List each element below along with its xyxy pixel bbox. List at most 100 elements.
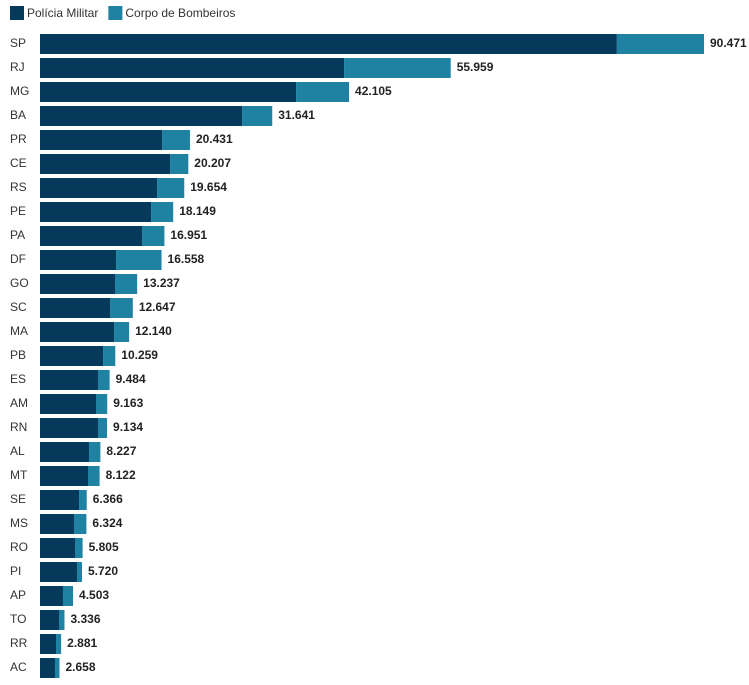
category-label: SE (10, 492, 26, 506)
category-label: SP (10, 36, 26, 50)
category-label: CE (10, 156, 27, 170)
bar-segment (40, 298, 111, 318)
category-label: MT (10, 468, 28, 482)
bar-segment (296, 82, 350, 102)
category-label: RJ (10, 60, 25, 74)
category-label: DF (10, 252, 26, 266)
total-label: 9.484 (116, 372, 146, 386)
bar-segment (344, 58, 451, 78)
bar-segment (40, 154, 171, 174)
legend-label: Polícia Militar (27, 6, 98, 20)
bar-segment (59, 610, 65, 630)
bar-segment (40, 130, 163, 150)
bar-segment (40, 658, 55, 678)
bar-segment (40, 58, 345, 78)
category-label: AC (10, 660, 27, 674)
bar-segment (97, 418, 108, 438)
bar-segment (40, 610, 60, 630)
total-label: 18.149 (179, 204, 216, 218)
total-label: 5.805 (89, 540, 119, 554)
total-label: 12.140 (135, 324, 172, 338)
category-label: GO (10, 276, 29, 290)
bar-segment (40, 442, 90, 462)
category-label: RO (10, 540, 28, 554)
bar-segment (170, 154, 189, 174)
bar-segment (114, 322, 130, 342)
bar-segment (55, 634, 62, 654)
category-label: BA (10, 108, 26, 122)
bar-segment (73, 514, 87, 534)
bar-segment (40, 466, 88, 486)
bar-segment (40, 274, 116, 294)
bar-segment (40, 106, 243, 126)
total-label: 90.471 (710, 36, 747, 50)
total-label: 4.503 (79, 588, 109, 602)
total-label: 42.105 (355, 84, 392, 98)
bar-segment (151, 202, 174, 222)
category-label: PA (10, 228, 25, 242)
bar-segment (87, 466, 100, 486)
bar-segment (40, 586, 63, 606)
bar-segment (76, 562, 82, 582)
bar-segment (79, 490, 87, 510)
total-label: 5.720 (88, 564, 118, 578)
bar-segment (116, 250, 162, 270)
bar-segment (40, 346, 104, 366)
bar-segment (40, 418, 98, 438)
category-label: PB (10, 348, 26, 362)
bar-segment (89, 442, 101, 462)
bar-segment (40, 490, 80, 510)
bar-segment (40, 82, 297, 102)
category-label: SC (10, 300, 27, 314)
total-label: 31.641 (278, 108, 315, 122)
bar-segment (242, 106, 273, 126)
bar-segment (157, 178, 185, 198)
total-label: 6.324 (92, 516, 122, 530)
bar-segment (40, 202, 152, 222)
total-label: 2.881 (67, 636, 97, 650)
total-label: 20.207 (194, 156, 231, 170)
category-label: RS (10, 180, 27, 194)
legend-label: Corpo de Bombeiros (125, 6, 235, 20)
category-label: AM (10, 396, 28, 410)
bar-segment (54, 658, 60, 678)
bar-segment (40, 370, 98, 390)
category-label: ES (10, 372, 26, 386)
total-label: 12.647 (139, 300, 176, 314)
bar-segment (40, 322, 115, 342)
bar-segment (142, 226, 165, 246)
total-label: 10.259 (121, 348, 158, 362)
bar-segment (40, 178, 158, 198)
bar-segment (103, 346, 116, 366)
legend-swatch (108, 6, 123, 20)
bar-segment (75, 538, 83, 558)
total-label: 9.134 (113, 420, 143, 434)
category-label: MS (10, 516, 28, 530)
category-label: MG (10, 84, 29, 98)
category-label: MA (10, 324, 28, 338)
total-label: 2.658 (66, 660, 96, 674)
bar-segment (40, 538, 76, 558)
category-label: TO (10, 612, 26, 626)
total-label: 55.959 (457, 60, 494, 74)
total-label: 19.654 (190, 180, 227, 194)
category-label: PR (10, 132, 27, 146)
bar-segment (40, 514, 74, 534)
total-label: 8.227 (106, 444, 136, 458)
total-label: 6.366 (93, 492, 123, 506)
bar-segment (115, 274, 138, 294)
total-label: 9.163 (113, 396, 143, 410)
category-label: RN (10, 420, 27, 434)
bar-segment (162, 130, 190, 150)
bar-segment (40, 250, 117, 270)
total-label: 16.558 (168, 252, 205, 266)
bar-segment (62, 586, 74, 606)
bar-segment (97, 370, 110, 390)
bar-segment (40, 562, 77, 582)
category-label: AP (10, 588, 26, 602)
category-label: PE (10, 204, 26, 218)
category-label: AL (10, 444, 25, 458)
bar-segment (110, 298, 133, 318)
total-label: 16.951 (170, 228, 207, 242)
